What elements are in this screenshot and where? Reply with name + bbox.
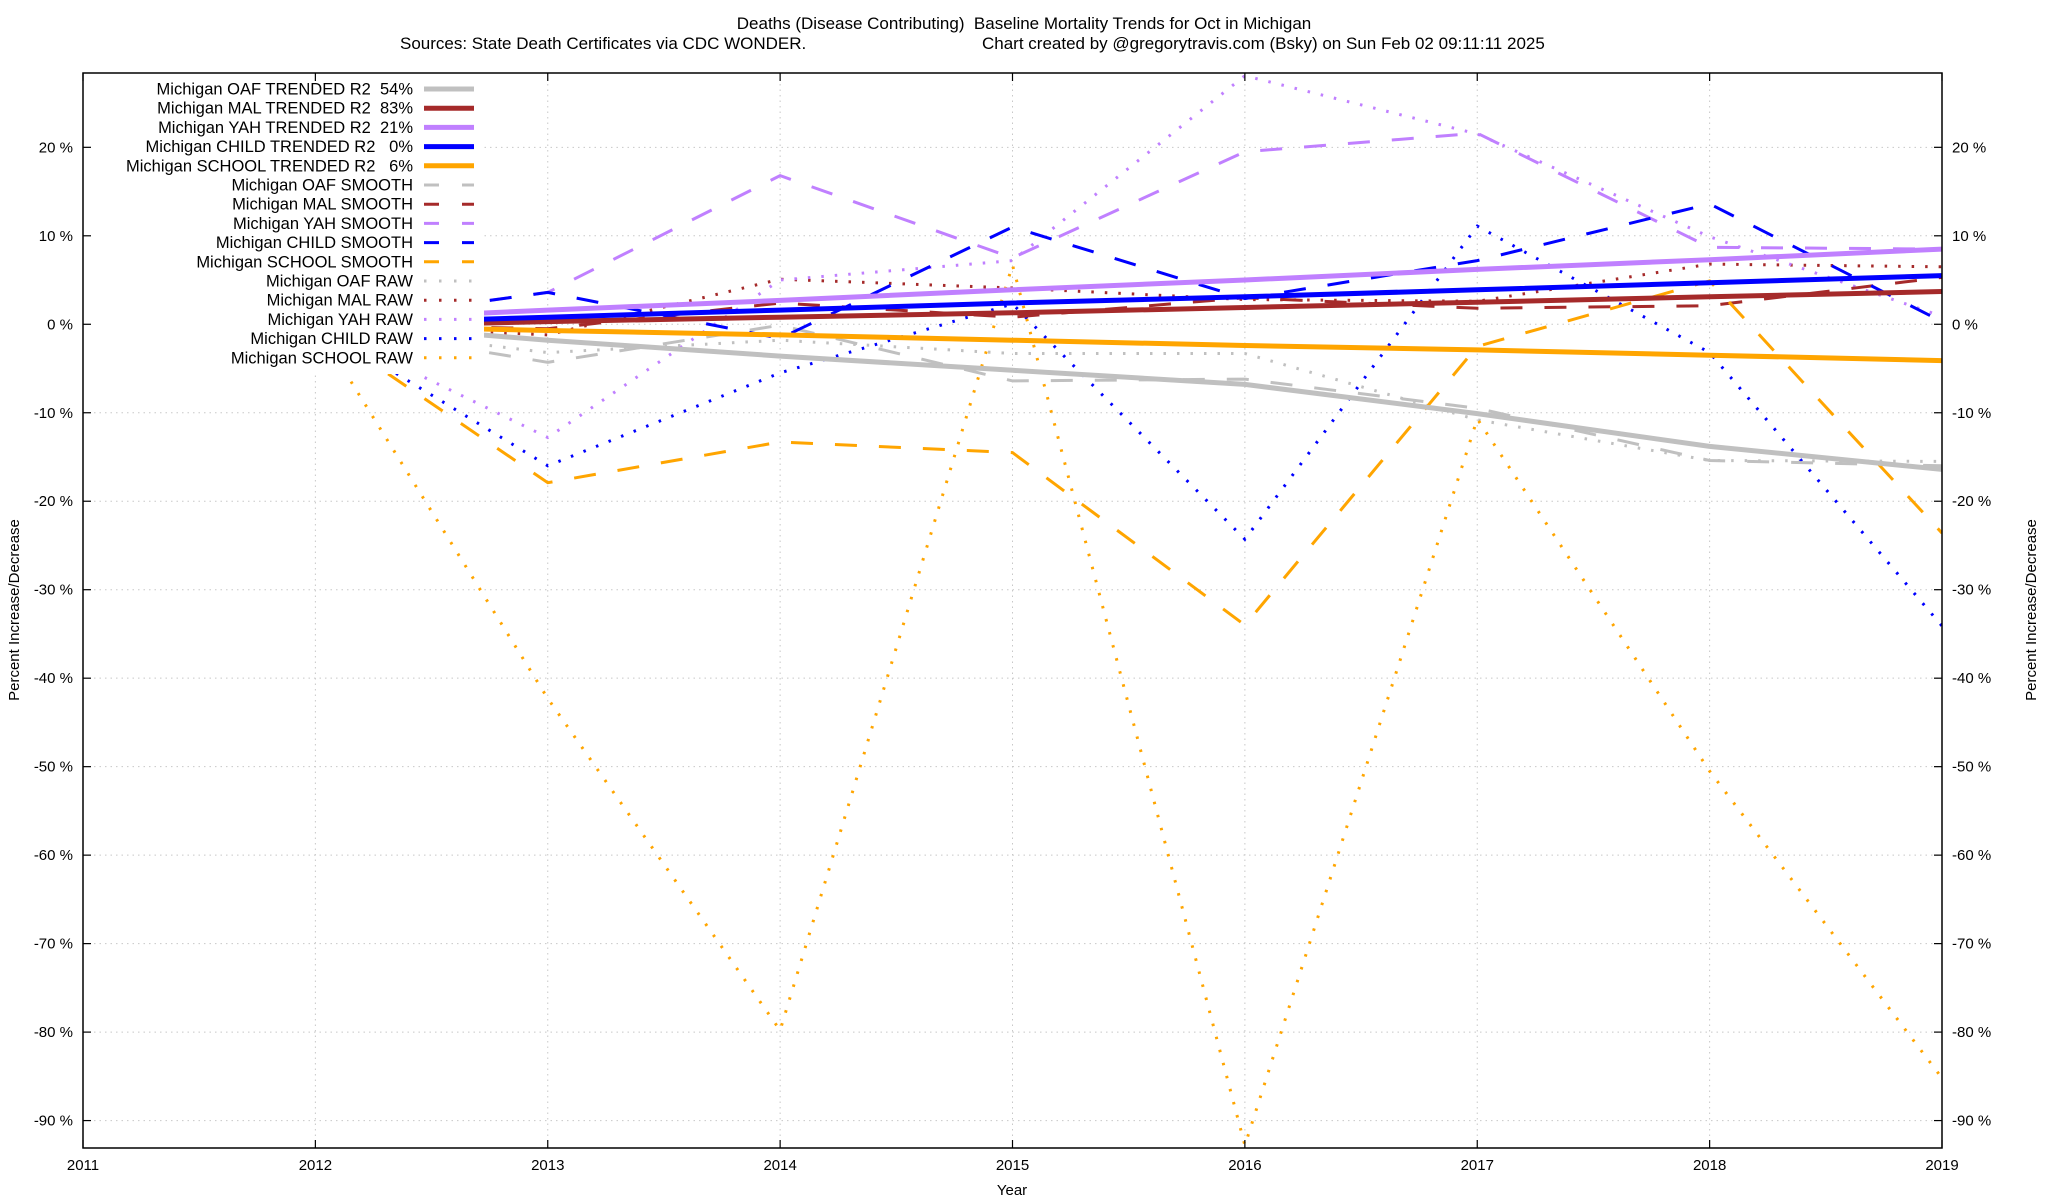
series-line-12	[314, 74, 1942, 440]
grid-lines	[83, 73, 1942, 1148]
series-line-6	[315, 275, 1942, 331]
legend-label: Michigan MAL TRENDED R2 83%	[157, 100, 413, 118]
legend-label: Michigan OAF TRENDED R2 54%	[157, 81, 414, 99]
series-line-0	[315, 319, 1942, 472]
legend-label: Michigan SCHOOL SMOOTH	[196, 253, 413, 271]
y2-tick-label: -60 %	[1952, 847, 1991, 864]
y-tick-label: -70 %	[34, 936, 73, 953]
series-line-5	[315, 322, 1942, 468]
y-tick-label: -20 %	[34, 493, 73, 510]
series-line-14	[314, 259, 1942, 1148]
x-tick-label: 2018	[1693, 1157, 1726, 1174]
legend-box	[84, 74, 484, 374]
x-tick-label: 2013	[531, 1157, 564, 1174]
y2-tick-label: -20 %	[1952, 493, 1991, 510]
y2-axis-label: Percent Increase/Decrease	[2023, 519, 2040, 701]
chart-subtitle-credit: Chart created by @gregorytravis.com (Bsk…	[982, 34, 1545, 53]
y2-tick-label: -50 %	[1952, 759, 1991, 776]
plot-frame	[82, 72, 1943, 1149]
y-tick-label: -60 %	[34, 847, 73, 864]
x-tick-label: 2011	[67, 1157, 99, 1174]
y2-tick-label: -40 %	[1952, 670, 1991, 687]
y-tick-label: 10 %	[39, 228, 73, 245]
series-line-2	[315, 246, 1942, 324]
series-line-1	[315, 289, 1942, 330]
x-tick-label: 2019	[1925, 1157, 1958, 1174]
legend-label: Michigan OAF SMOOTH	[231, 177, 413, 195]
y2-tick-label: -70 %	[1952, 936, 1991, 953]
series-line-4	[315, 322, 1942, 364]
y-tick-label: -10 %	[34, 405, 73, 422]
legend-label: Michigan CHILD SMOOTH	[216, 234, 413, 252]
series-line-8	[315, 202, 1942, 340]
legend-label: Michigan MAL SMOOTH	[232, 196, 413, 214]
series-line-10	[315, 322, 1942, 463]
y-tick-label: 20 %	[39, 139, 73, 156]
legend-label: Michigan SCHOOL RAW	[231, 349, 414, 367]
series-line-9	[314, 279, 1942, 628]
y-tick-label: -50 %	[34, 759, 73, 776]
y2-tick-label: -10 %	[1952, 405, 1991, 422]
x-tick-label: 2016	[1228, 1157, 1261, 1174]
legend-label: Michigan CHILD RAW	[250, 330, 413, 348]
legend-label: Michigan YAH RAW	[268, 311, 414, 329]
x-axis-label: Year	[997, 1182, 1027, 1199]
y2-tick-label: -90 %	[1952, 1113, 1991, 1130]
legend-label: Michigan YAH SMOOTH	[233, 215, 413, 233]
axis-ticks: 2011 2012 2013 2014 2015 2016 2017 2018 2019 20 %…	[34, 73, 1991, 1174]
y-tick-label: 0 %	[47, 316, 73, 333]
y2-tick-label: -30 %	[1952, 582, 1991, 599]
legend-label: Michigan YAH TRENDED R2 21%	[158, 119, 413, 137]
chart-subtitle-sources: Sources: State Death Certificates via CD…	[400, 34, 807, 53]
chart-title: Deaths (Disease Contributing) Baseline M…	[736, 14, 1312, 33]
y-tick-label: -90 %	[34, 1113, 73, 1130]
y2-tick-label: 10 %	[1952, 228, 1986, 245]
y-tick-label: -40 %	[34, 670, 73, 687]
y-axis-label: Percent Increase/Decrease	[6, 519, 23, 701]
series-line-13	[314, 224, 1942, 627]
series-line-3	[315, 273, 1942, 327]
y-tick-label: -30 %	[34, 582, 73, 599]
x-tick-label: 2014	[763, 1157, 796, 1174]
legend-label: Michigan MAL RAW	[267, 292, 414, 310]
legend-label: Michigan OAF RAW	[266, 273, 413, 291]
y2-tick-label: 20 %	[1952, 139, 1986, 156]
y2-tick-label: -80 %	[1952, 1024, 1991, 1041]
x-tick-label: 2015	[996, 1157, 1029, 1174]
legend-label: Michigan SCHOOL TRENDED R2 6%	[126, 157, 413, 175]
series-lines	[314, 74, 1942, 1148]
legend-label: Michigan CHILD TRENDED R2 0%	[146, 138, 414, 156]
series-line-7	[315, 131, 1942, 326]
y-tick-label: -80 %	[34, 1024, 73, 1041]
chart-subtitle: Sources: State Death Certificates via CD…	[0, 34, 2048, 56]
series-line-11	[315, 262, 1942, 337]
x-tick-label: 2017	[1461, 1157, 1494, 1174]
legend: Michigan OAF TRENDED R2 54%Michigan MAL …	[84, 74, 484, 374]
y2-tick-label: 0 %	[1952, 316, 1978, 333]
x-tick-label: 2012	[299, 1157, 332, 1174]
